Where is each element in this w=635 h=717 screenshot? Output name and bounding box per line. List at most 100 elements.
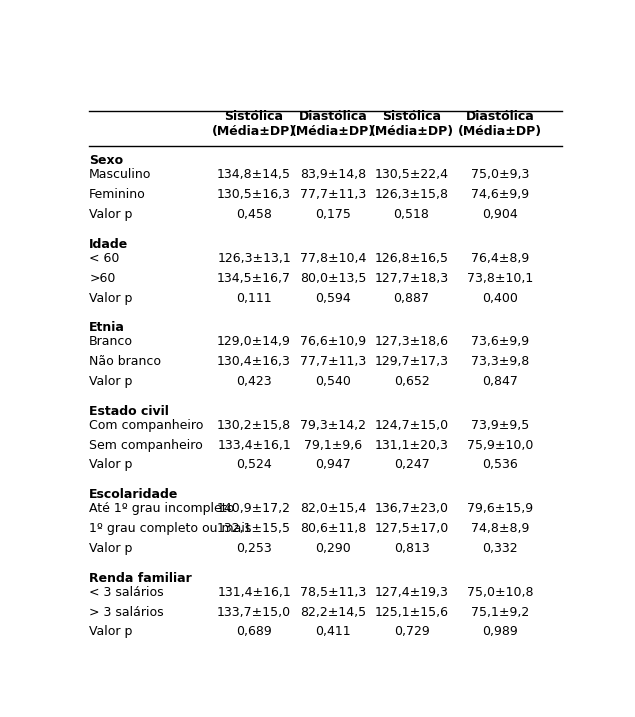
Text: 73,6±9,9: 73,6±9,9 — [471, 336, 529, 348]
Text: Valor p: Valor p — [89, 458, 133, 472]
Text: 75,0±10,8: 75,0±10,8 — [467, 586, 533, 599]
Text: 0,253: 0,253 — [236, 542, 272, 555]
Text: 74,8±8,9: 74,8±8,9 — [471, 522, 530, 535]
Text: 131,4±16,1: 131,4±16,1 — [217, 586, 291, 599]
Text: 0,458: 0,458 — [236, 208, 272, 221]
Text: 82,0±15,4: 82,0±15,4 — [300, 502, 366, 516]
Text: 0,847: 0,847 — [482, 375, 518, 388]
Text: 127,5±17,0: 127,5±17,0 — [375, 522, 449, 535]
Text: 77,7±11,3: 77,7±11,3 — [300, 355, 366, 368]
Text: Masculino: Masculino — [89, 168, 152, 181]
Text: Sistólica
(Média±DP): Sistólica (Média±DP) — [212, 110, 296, 138]
Text: 0,887: 0,887 — [394, 292, 429, 305]
Text: 82,2±14,5: 82,2±14,5 — [300, 606, 366, 619]
Text: 0,524: 0,524 — [236, 458, 272, 472]
Text: 83,9±14,8: 83,9±14,8 — [300, 168, 366, 181]
Text: 75,9±10,0: 75,9±10,0 — [467, 439, 533, 452]
Text: 78,5±11,3: 78,5±11,3 — [300, 586, 366, 599]
Text: 129,0±14,9: 129,0±14,9 — [217, 336, 291, 348]
Text: >60: >60 — [89, 272, 116, 285]
Text: 133,7±15,0: 133,7±15,0 — [217, 606, 291, 619]
Text: 0,332: 0,332 — [483, 542, 518, 555]
Text: 73,8±10,1: 73,8±10,1 — [467, 272, 533, 285]
Text: 130,5±16,3: 130,5±16,3 — [217, 188, 291, 201]
Text: 75,0±9,3: 75,0±9,3 — [471, 168, 530, 181]
Text: 77,7±11,3: 77,7±11,3 — [300, 188, 366, 201]
Text: 127,3±18,6: 127,3±18,6 — [375, 336, 448, 348]
Text: 0,729: 0,729 — [394, 625, 429, 638]
Text: 127,7±18,3: 127,7±18,3 — [375, 272, 448, 285]
Text: 131,1±20,3: 131,1±20,3 — [375, 439, 448, 452]
Text: 0,594: 0,594 — [315, 292, 351, 305]
Text: Até 1º grau incompleto: Até 1º grau incompleto — [89, 502, 234, 516]
Text: Diastólica
(Média±DP): Diastólica (Média±DP) — [291, 110, 375, 138]
Text: 0,423: 0,423 — [236, 375, 272, 388]
Text: 73,3±9,8: 73,3±9,8 — [471, 355, 529, 368]
Text: 75,1±9,2: 75,1±9,2 — [471, 606, 529, 619]
Text: 1º grau completo ou mais: 1º grau completo ou mais — [89, 522, 251, 535]
Text: Não branco: Não branco — [89, 355, 161, 368]
Text: 80,6±11,8: 80,6±11,8 — [300, 522, 366, 535]
Text: 79,6±15,9: 79,6±15,9 — [467, 502, 533, 516]
Text: < 60: < 60 — [89, 252, 119, 265]
Text: Renda familiar: Renda familiar — [89, 571, 192, 585]
Text: 125,1±15,6: 125,1±15,6 — [375, 606, 448, 619]
Text: Idade: Idade — [89, 238, 128, 251]
Text: 134,8±14,5: 134,8±14,5 — [217, 168, 291, 181]
Text: 0,536: 0,536 — [482, 458, 518, 472]
Text: 129,7±17,3: 129,7±17,3 — [375, 355, 448, 368]
Text: 0,813: 0,813 — [394, 542, 429, 555]
Text: < 3 salários: < 3 salários — [89, 586, 164, 599]
Text: 0,175: 0,175 — [315, 208, 351, 221]
Text: 134,5±16,7: 134,5±16,7 — [217, 272, 291, 285]
Text: Valor p: Valor p — [89, 208, 133, 221]
Text: 0,111: 0,111 — [236, 292, 272, 305]
Text: 0,411: 0,411 — [315, 625, 351, 638]
Text: 124,7±15,0: 124,7±15,0 — [375, 419, 448, 432]
Text: 73,9±9,5: 73,9±9,5 — [471, 419, 529, 432]
Text: Escolaridade: Escolaridade — [89, 488, 178, 501]
Text: 130,2±15,8: 130,2±15,8 — [217, 419, 291, 432]
Text: 126,8±16,5: 126,8±16,5 — [375, 252, 448, 265]
Text: 0,904: 0,904 — [482, 208, 518, 221]
Text: 130,5±22,4: 130,5±22,4 — [375, 168, 448, 181]
Text: 0,540: 0,540 — [315, 375, 351, 388]
Text: Feminino: Feminino — [89, 188, 146, 201]
Text: Diastólica
(Média±DP): Diastólica (Média±DP) — [458, 110, 542, 138]
Text: 76,4±8,9: 76,4±8,9 — [471, 252, 529, 265]
Text: 133,4±16,1: 133,4±16,1 — [217, 439, 291, 452]
Text: > 3 salários: > 3 salários — [89, 606, 164, 619]
Text: 0,290: 0,290 — [315, 542, 351, 555]
Text: 0,400: 0,400 — [482, 292, 518, 305]
Text: 0,652: 0,652 — [394, 375, 429, 388]
Text: Valor p: Valor p — [89, 375, 133, 388]
Text: 0,689: 0,689 — [236, 625, 272, 638]
Text: Branco: Branco — [89, 336, 133, 348]
Text: 132,1±15,5: 132,1±15,5 — [217, 522, 291, 535]
Text: 80,0±13,5: 80,0±13,5 — [300, 272, 366, 285]
Text: Sem companheiro: Sem companheiro — [89, 439, 203, 452]
Text: Valor p: Valor p — [89, 542, 133, 555]
Text: Valor p: Valor p — [89, 625, 133, 638]
Text: 126,3±15,8: 126,3±15,8 — [375, 188, 448, 201]
Text: 79,3±14,2: 79,3±14,2 — [300, 419, 366, 432]
Text: 0,989: 0,989 — [482, 625, 518, 638]
Text: 0,947: 0,947 — [315, 458, 351, 472]
Text: 76,6±10,9: 76,6±10,9 — [300, 336, 366, 348]
Text: 130,4±16,3: 130,4±16,3 — [217, 355, 291, 368]
Text: 74,6±9,9: 74,6±9,9 — [471, 188, 529, 201]
Text: Com companheiro: Com companheiro — [89, 419, 204, 432]
Text: Sexo: Sexo — [89, 154, 123, 167]
Text: Estado civil: Estado civil — [89, 405, 169, 418]
Text: 79,1±9,6: 79,1±9,6 — [304, 439, 362, 452]
Text: Valor p: Valor p — [89, 292, 133, 305]
Text: 126,3±13,1: 126,3±13,1 — [217, 252, 291, 265]
Text: Sistólica
(Média±DP): Sistólica (Média±DP) — [370, 110, 453, 138]
Text: 127,4±19,3: 127,4±19,3 — [375, 586, 448, 599]
Text: 140,9±17,2: 140,9±17,2 — [217, 502, 291, 516]
Text: 0,247: 0,247 — [394, 458, 429, 472]
Text: Etnia: Etnia — [89, 321, 125, 334]
Text: 136,7±23,0: 136,7±23,0 — [375, 502, 448, 516]
Text: 77,8±10,4: 77,8±10,4 — [300, 252, 366, 265]
Text: 0,518: 0,518 — [394, 208, 429, 221]
